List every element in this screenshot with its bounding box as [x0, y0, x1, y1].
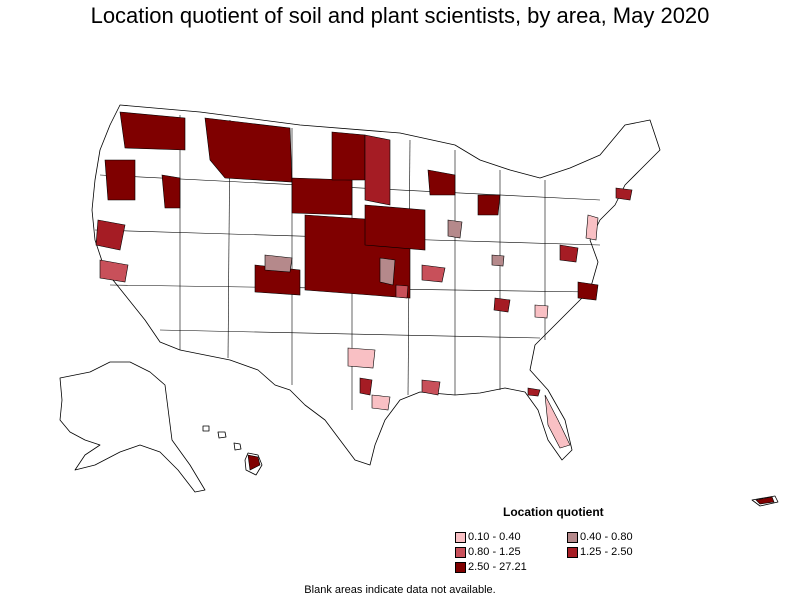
area-florida: [544, 394, 571, 449]
area-tennessee: [493, 297, 511, 313]
area-north-dakota: [331, 131, 366, 181]
area-kentucky: [491, 254, 505, 267]
area-minnesota: [364, 134, 391, 206]
areas-lq-0-40-0-80: [264, 219, 505, 286]
area-hawaii: [247, 454, 261, 471]
area-california-central: [99, 259, 129, 283]
map-title: Location quotient of soil and plant scie…: [90, 3, 710, 28]
area-kansas-east: [379, 257, 396, 286]
hawaii-island-oahu: [217, 431, 227, 439]
area-new-jersey: [585, 214, 599, 241]
area-washington-east: [119, 111, 186, 151]
area-michigan: [477, 194, 501, 216]
footnote: Blank areas indicate data not available.: [304, 584, 496, 596]
area-oregon-east: [104, 159, 136, 201]
area-illinois: [447, 219, 463, 239]
area-utah-colorado: [264, 254, 293, 273]
area-iowa: [364, 204, 426, 251]
area-missouri: [421, 264, 446, 283]
legend-label: 2.50 - 27.21: [468, 561, 527, 573]
area-texas-central: [359, 377, 373, 396]
area-northern-plains: [291, 177, 353, 216]
legend-label: 0.40 - 0.80: [580, 531, 633, 543]
legend-swatch: [455, 562, 466, 573]
area-montana: [204, 117, 293, 183]
hawaii-island-maui: [233, 442, 242, 451]
area-texas-gulf: [371, 394, 391, 411]
alaska-outline: [59, 361, 206, 493]
legend-title: Location quotient: [503, 505, 604, 519]
legend-label: 0.80 - 1.25: [468, 546, 521, 558]
area-oklahoma: [395, 284, 409, 299]
legend: Location quotient 0.10 - 0.40 0.40 - 0.8…: [455, 505, 670, 575]
area-wisconsin: [427, 169, 456, 196]
areas-lq-0-10-0-40: [347, 214, 599, 449]
area-maryland: [559, 244, 579, 263]
hawaii-island-kauai: [202, 425, 210, 432]
legend-swatch: [567, 547, 578, 558]
area-north-carolina: [534, 304, 549, 319]
areas-lq-0-80-1-25: [99, 259, 446, 396]
area-carolina-coast: [577, 281, 599, 301]
area-florida-panhandle: [527, 387, 541, 397]
map-regions: [59, 104, 779, 507]
area-idaho: [161, 174, 181, 209]
area-puerto-rico: [755, 496, 775, 505]
areas-lq-1-25-2-50: [95, 134, 633, 397]
legend-swatch: [567, 532, 578, 543]
legend-label: 1.25 - 2.50: [580, 546, 633, 558]
area-louisiana: [421, 379, 441, 396]
area-massachusetts: [615, 187, 633, 201]
legend-swatch: [455, 532, 466, 543]
legend-label: 0.10 - 0.40: [468, 531, 521, 543]
area-california-north: [95, 219, 126, 251]
legend-swatch: [455, 547, 466, 558]
areas-lq-2-50-27-21: [104, 111, 775, 505]
area-texas-north: [347, 347, 376, 369]
